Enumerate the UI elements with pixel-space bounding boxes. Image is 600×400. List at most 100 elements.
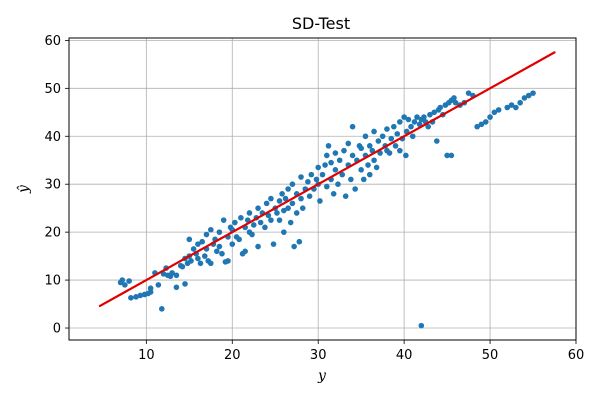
data-point (414, 114, 420, 120)
data-point (358, 167, 364, 173)
data-point (274, 210, 280, 216)
data-point (182, 281, 188, 287)
data-point (394, 131, 401, 137)
data-point (236, 236, 242, 243)
x-tick-label: 10 (138, 348, 155, 363)
data-point (268, 217, 274, 223)
y-tick-label: 20 (44, 226, 61, 241)
data-point (517, 99, 523, 106)
data-point (250, 222, 257, 228)
data-point (332, 150, 339, 156)
data-point (216, 243, 223, 250)
x-tick-label: 60 (568, 348, 585, 363)
data-point (386, 150, 393, 156)
data-point (220, 217, 227, 223)
data-point (296, 238, 303, 245)
data-point (397, 147, 403, 154)
chart-title: SD-Test (292, 14, 350, 33)
data-point (391, 123, 397, 130)
data-point (195, 241, 201, 247)
data-point (465, 90, 472, 96)
data-point (431, 109, 438, 116)
data-point (147, 289, 154, 295)
data-point (332, 167, 339, 173)
data-point (392, 143, 399, 149)
plot-frame (68, 37, 577, 341)
data-point (397, 119, 403, 125)
data-point (203, 231, 210, 238)
data-point (282, 195, 289, 202)
data-point (358, 145, 364, 152)
data-point (405, 116, 412, 123)
data-point (328, 159, 334, 166)
y-tick-label: 30 (44, 178, 61, 193)
data-point (285, 205, 291, 211)
data-point (371, 128, 377, 135)
data-point (249, 231, 255, 238)
data-point (448, 152, 455, 159)
data-point (427, 111, 433, 118)
data-point (323, 183, 330, 190)
data-point (281, 207, 287, 214)
data-point (401, 114, 407, 120)
data-point (289, 200, 296, 207)
reference-line (98, 51, 556, 308)
data-point (291, 243, 297, 250)
data-point (257, 219, 264, 226)
data-point (373, 164, 380, 171)
data-point (155, 282, 162, 288)
x-axis-ticks: 10 20 30 40 50 60 (138, 340, 584, 363)
data-point (508, 102, 515, 108)
data-point (147, 285, 154, 292)
data-point (289, 181, 296, 188)
data-point (388, 135, 395, 142)
data-point (504, 104, 511, 111)
data-point (255, 205, 261, 211)
data-point (348, 176, 354, 183)
data-point (306, 193, 313, 199)
data-point (188, 258, 194, 264)
data-point (169, 270, 175, 276)
data-point (119, 277, 126, 283)
data-points (117, 90, 536, 329)
data-point (323, 152, 330, 159)
y-tick-label: 60 (44, 34, 61, 49)
data-point (308, 171, 315, 178)
data-point (133, 294, 139, 300)
data-point (276, 217, 283, 223)
data-point (451, 95, 457, 101)
data-point (214, 248, 220, 255)
data-point (366, 143, 373, 149)
data-point (173, 272, 180, 279)
data-point (379, 133, 386, 140)
data-point (216, 229, 223, 235)
data-point (313, 176, 320, 183)
data-point (366, 171, 373, 178)
data-point (315, 164, 322, 171)
data-point (186, 236, 193, 243)
data-point (362, 133, 369, 140)
x-tick-label: 50 (482, 348, 499, 363)
data-point (137, 292, 144, 299)
data-point (225, 258, 231, 264)
data-point (279, 190, 285, 197)
data-point (199, 238, 205, 245)
data-point (281, 229, 287, 235)
data-point (179, 263, 186, 270)
y-axis-label: ŷ (15, 184, 32, 194)
data-point (319, 171, 326, 178)
data-point (437, 104, 444, 111)
y-axis-ticks: 0 10 20 30 40 50 60 (44, 34, 69, 337)
data-point (365, 162, 371, 168)
data-point (298, 174, 304, 180)
data-point (411, 119, 418, 125)
data-point (285, 186, 291, 192)
data-point (255, 243, 261, 250)
data-point (207, 260, 214, 267)
data-point (482, 119, 489, 125)
data-point (409, 133, 416, 140)
data-point (349, 123, 356, 130)
data-point (325, 143, 332, 149)
data-point (335, 181, 341, 188)
